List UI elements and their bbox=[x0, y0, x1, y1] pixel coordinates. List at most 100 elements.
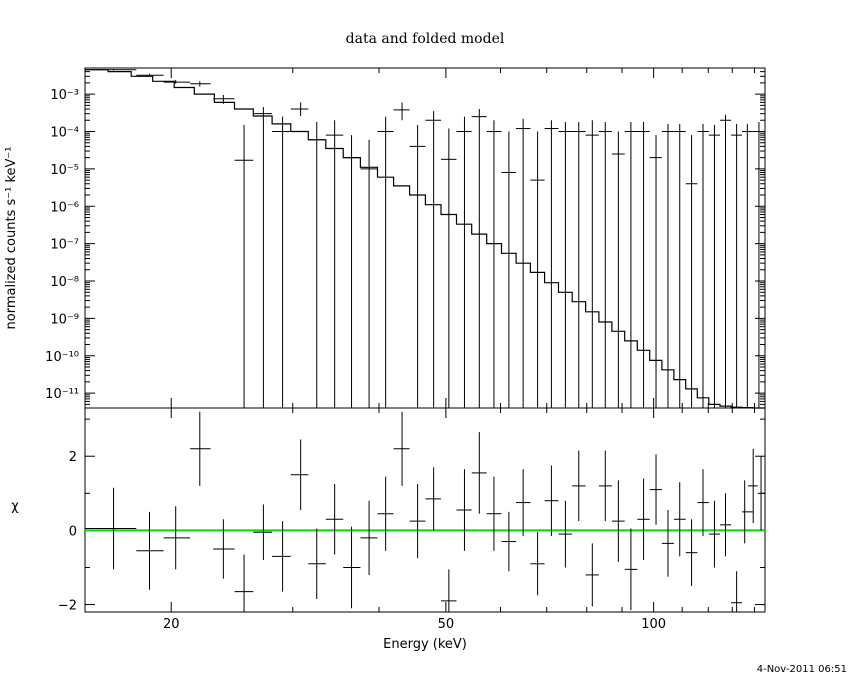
residual-point bbox=[624, 528, 638, 611]
y-tick-label: 0 bbox=[69, 524, 77, 539]
x-tick-label: 20 bbox=[163, 617, 180, 632]
data-point bbox=[85, 69, 137, 71]
top-y-axis-label: normalized counts s⁻¹ keV⁻¹ bbox=[4, 147, 19, 330]
data-point bbox=[234, 124, 254, 408]
residual-point bbox=[572, 450, 586, 522]
residual-point bbox=[425, 467, 442, 531]
residual-point bbox=[747, 448, 758, 523]
data-point bbox=[325, 120, 344, 408]
data-point bbox=[190, 81, 211, 87]
residual-point bbox=[234, 554, 254, 612]
residual-points bbox=[85, 411, 765, 612]
residual-point bbox=[325, 484, 344, 555]
data-point bbox=[456, 116, 472, 408]
residual-point bbox=[598, 450, 612, 522]
residual-point bbox=[731, 571, 743, 612]
data-point bbox=[598, 121, 612, 408]
residual-point bbox=[393, 411, 410, 486]
residual-point bbox=[85, 487, 137, 570]
residual-point bbox=[611, 480, 625, 562]
data-point bbox=[661, 123, 674, 408]
data-point bbox=[624, 121, 638, 408]
top-panel: 10⁻³ 10⁻⁴ 10⁻⁵ 10⁻⁶ 10⁻⁷ 10⁻⁸ 10⁻⁹ 10⁻¹⁰ 10⁻¹¹ n… bbox=[4, 67, 766, 409]
data-point bbox=[685, 135, 698, 408]
data-point bbox=[486, 120, 502, 408]
residual-point bbox=[742, 480, 753, 544]
data-point bbox=[393, 102, 410, 121]
residual-point bbox=[673, 482, 686, 557]
residual-point bbox=[471, 432, 487, 514]
residual-point bbox=[720, 493, 732, 557]
data-point bbox=[163, 79, 191, 84]
data-point bbox=[308, 121, 326, 408]
data-point bbox=[501, 131, 517, 408]
data-point bbox=[136, 73, 164, 77]
x-tick-label: 100 bbox=[641, 617, 666, 632]
data-point bbox=[697, 123, 709, 408]
data-point bbox=[708, 124, 721, 408]
x-tick-label: 50 bbox=[438, 617, 455, 632]
residual-point bbox=[343, 526, 361, 609]
y-tick-label: 10⁻¹⁰ bbox=[45, 350, 79, 365]
data-point bbox=[441, 128, 457, 408]
residual-point bbox=[456, 469, 472, 551]
model-step-line bbox=[85, 69, 765, 409]
residual-point bbox=[253, 504, 273, 561]
data-point bbox=[290, 102, 309, 116]
residual-point bbox=[409, 484, 426, 559]
y-tick-label: 10⁻³ bbox=[50, 88, 79, 103]
timestamp: 4-Nov-2011 06:51 bbox=[757, 664, 847, 675]
data-point bbox=[720, 114, 732, 408]
residual-point bbox=[530, 532, 545, 596]
data-point bbox=[343, 135, 361, 408]
data-point bbox=[213, 94, 235, 104]
data-point bbox=[471, 108, 487, 408]
top-plot-frame bbox=[84, 67, 766, 409]
bottom-axis-ticks: 2 0 −2 bbox=[58, 408, 765, 614]
y-tick-label: 10⁻⁴ bbox=[50, 125, 79, 140]
data-point bbox=[742, 123, 753, 408]
data-point bbox=[409, 124, 426, 408]
y-tick-label: 10⁻⁹ bbox=[50, 312, 79, 327]
x-tick-labels: 20 50 100 bbox=[163, 617, 666, 632]
residual-point bbox=[558, 500, 573, 568]
x-axis-label: Energy (keV) bbox=[383, 637, 467, 652]
data-point bbox=[425, 111, 442, 408]
y-tick-label: 10⁻⁸ bbox=[50, 275, 79, 290]
data-point bbox=[530, 131, 545, 408]
data-point bbox=[585, 120, 599, 408]
y-tick-label: 10⁻¹¹ bbox=[45, 387, 79, 402]
data-point bbox=[558, 121, 573, 408]
model-step-path bbox=[85, 69, 765, 409]
y-tick-label: 10⁻⁶ bbox=[50, 200, 79, 215]
residual-point bbox=[272, 521, 291, 592]
data-point bbox=[673, 123, 686, 408]
residual-point bbox=[661, 510, 674, 577]
residual-point bbox=[163, 506, 191, 570]
data-point bbox=[272, 116, 291, 408]
y-tick-label: 10⁻⁵ bbox=[50, 163, 79, 178]
data-point bbox=[731, 123, 743, 408]
residual-point bbox=[708, 500, 721, 568]
residual-point bbox=[360, 500, 378, 575]
residual-point bbox=[544, 465, 559, 536]
residual-point bbox=[685, 519, 698, 587]
data-point bbox=[611, 131, 625, 408]
data-point bbox=[752, 121, 765, 408]
residual-point bbox=[308, 528, 326, 600]
chart-title: data and folded model bbox=[346, 31, 505, 47]
data-point bbox=[649, 135, 662, 408]
residual-point bbox=[516, 469, 531, 536]
residual-point bbox=[190, 411, 211, 486]
residual-point bbox=[290, 439, 309, 510]
y-tick-label: 2 bbox=[69, 450, 77, 465]
data-point bbox=[544, 120, 559, 408]
data-points bbox=[85, 69, 765, 408]
residual-point bbox=[757, 456, 765, 531]
data-point bbox=[360, 139, 378, 408]
y-tick-label: −2 bbox=[58, 599, 77, 614]
bottom-plot-frame bbox=[84, 407, 766, 613]
bottom-y-axis-label: χ bbox=[11, 499, 19, 514]
residual-point bbox=[136, 511, 164, 590]
